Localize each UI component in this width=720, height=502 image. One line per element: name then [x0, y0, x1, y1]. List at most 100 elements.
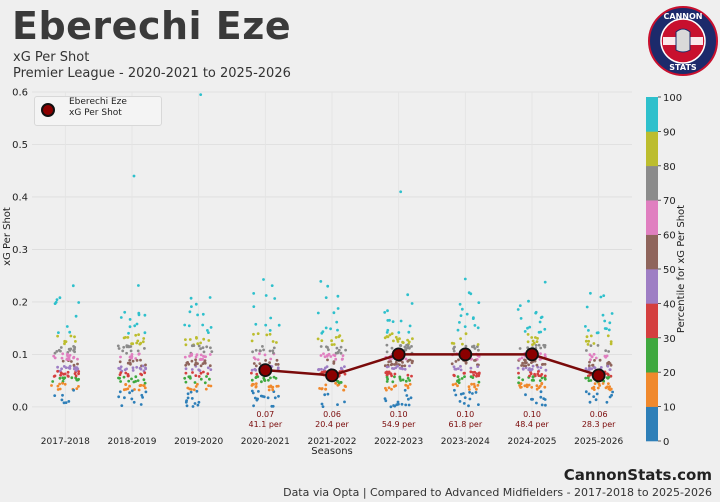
distribution-point: [72, 367, 76, 371]
distribution-point: [195, 353, 199, 357]
y-tick-label: 0.2: [12, 297, 28, 308]
distribution-point: [386, 335, 390, 339]
distribution-point: [518, 347, 522, 350]
distribution-point: [122, 388, 126, 392]
distribution-point: [76, 362, 79, 366]
distribution-point: [400, 402, 404, 406]
colorbar-segment: [646, 165, 658, 201]
distribution-point: [472, 316, 475, 320]
colorbar-segment: [646, 372, 658, 407]
distribution-point: [517, 381, 520, 385]
distribution-point: [477, 372, 481, 376]
distribution-point: [587, 392, 591, 396]
distribution-point: [123, 310, 127, 314]
distribution-point: [207, 331, 210, 334]
distribution-point: [190, 305, 193, 308]
chart-legend: Eberechi Eze xG Per Shot: [34, 96, 162, 126]
distribution-point: [408, 382, 412, 386]
distribution-point: [388, 318, 391, 322]
distribution-point: [73, 372, 77, 375]
distribution-point: [195, 336, 198, 339]
distribution-point: [50, 384, 53, 387]
distribution-point: [277, 323, 281, 327]
distribution-point: [206, 372, 210, 376]
distribution-point: [119, 355, 122, 359]
distribution-point: [274, 363, 278, 366]
distribution-point: [131, 342, 135, 346]
distribution-outlier-point: [399, 190, 403, 194]
distribution-point: [332, 360, 336, 364]
distribution-point: [258, 352, 261, 356]
distribution-point: [404, 383, 408, 387]
distribution-point: [468, 397, 472, 401]
distribution-point: [72, 363, 76, 367]
distribution-point: [201, 323, 205, 327]
colorbar-segment: [646, 200, 658, 235]
distribution-point: [592, 388, 596, 391]
distribution-point: [387, 360, 391, 364]
distribution-point: [470, 382, 473, 386]
distribution-point: [586, 343, 590, 346]
distribution-point: [138, 366, 142, 370]
distribution-point: [587, 379, 591, 383]
distribution-point: [467, 385, 471, 389]
distribution-point: [184, 338, 187, 341]
colorbar-segment: [646, 131, 658, 167]
distribution-point: [456, 328, 460, 332]
distribution-point: [268, 361, 271, 364]
distribution-point: [252, 362, 256, 365]
player-series-line: [265, 353, 600, 377]
distribution-point: [474, 359, 477, 362]
distribution-point: [393, 375, 396, 379]
x-tick-label: 2018-2019: [107, 437, 156, 447]
distribution-point: [585, 335, 589, 339]
distribution-point: [525, 385, 529, 388]
distribution-point: [408, 364, 411, 368]
distribution-point: [61, 359, 65, 363]
distribution-point: [384, 399, 388, 403]
distribution-point: [269, 376, 272, 380]
distribution-point: [77, 301, 81, 304]
distribution-point: [476, 343, 480, 346]
distribution-point: [126, 361, 130, 365]
distribution-point: [188, 310, 192, 314]
distribution-point: [198, 358, 202, 361]
distribution-point: [592, 395, 596, 398]
distribution-point: [53, 302, 57, 305]
distribution-point: [58, 376, 62, 380]
distribution-point: [251, 391, 255, 395]
distribution-point: [269, 384, 273, 388]
distribution-point: [320, 387, 324, 390]
distribution-point: [271, 349, 275, 353]
distribution-point: [395, 403, 399, 407]
distribution-point: [70, 376, 74, 380]
distribution-point: [71, 284, 75, 288]
distribution-point: [209, 368, 213, 371]
distribution-point: [408, 324, 412, 328]
distribution-point: [608, 395, 612, 399]
distribution-point: [608, 368, 612, 371]
distribution-point: [194, 355, 198, 359]
distribution-point: [516, 308, 520, 311]
distribution-point: [74, 374, 78, 378]
distribution-point: [252, 305, 256, 308]
distribution-point: [137, 352, 141, 356]
distribution-point: [64, 401, 68, 404]
distribution-point: [130, 397, 134, 401]
distribution-point: [183, 323, 187, 327]
distribution-point: [462, 371, 466, 375]
distribution-point: [126, 336, 130, 339]
distribution-point: [528, 325, 532, 329]
distribution-point: [123, 396, 126, 400]
distribution-point: [76, 357, 79, 361]
distribution-point: [130, 355, 134, 359]
y-tick-label: 0.6: [12, 88, 28, 99]
distribution-point: [128, 359, 132, 362]
distribution-point: [594, 356, 598, 360]
distribution-point: [451, 383, 455, 387]
distribution-point: [335, 346, 339, 350]
distribution-point: [118, 360, 122, 364]
distribution-point: [396, 400, 400, 404]
player-value-label: 0.10: [390, 410, 408, 419]
distribution-point: [330, 343, 334, 346]
